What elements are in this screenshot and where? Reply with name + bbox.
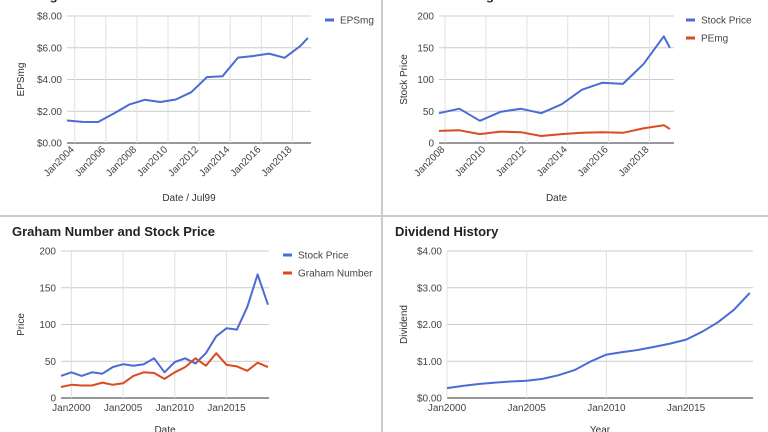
y-tick-label: $3.00 — [417, 283, 442, 294]
legend-label: Graham Number — [298, 269, 373, 280]
eps-chart-panel: EPSmg$0.00$2.00$4.00$6.00$8.00Jan2004Jan… — [0, 0, 381, 215]
y-axis-title: Stock Price — [399, 54, 410, 105]
series-line-1 — [438, 35, 671, 122]
series-line-1 — [60, 273, 269, 377]
chart-title: Price and PEmg — [395, 0, 494, 3]
y-tick-label: 150 — [39, 283, 56, 294]
x-tick-label: Jan2015 — [207, 403, 246, 414]
y-tick-label: 0 — [50, 394, 56, 405]
y-tick-label: $2.00 — [37, 107, 62, 118]
x-tick-label: Jan2012 — [166, 144, 201, 179]
chart-title: EPSmg — [12, 0, 58, 3]
x-tick-label: Jan2005 — [508, 403, 547, 414]
x-tick-label: Jan2000 — [52, 403, 91, 414]
x-axis-title: Date / Jul99 — [162, 193, 216, 204]
horizontal-divider — [0, 215, 768, 217]
y-tick-label: 50 — [423, 107, 435, 118]
legend-label: Stock Price — [701, 16, 752, 27]
series-line-1 — [446, 292, 751, 390]
legend-label: EPSmg — [340, 16, 374, 27]
price-pe-chart-panel: Price and PEmg050100150200Jan2008Jan2010… — [383, 0, 768, 215]
x-tick-label: Jan2012 — [494, 144, 529, 179]
x-tick-label: Jan2005 — [104, 403, 143, 414]
y-tick-label: 100 — [39, 320, 56, 331]
x-tick-label: Jan2016 — [576, 144, 611, 179]
graham-chart-panel: Graham Number and Stock Price 0 50 100 150 20… — [0, 217, 381, 432]
y-tick-label: $4.00 — [417, 247, 442, 258]
dividend-chart: Dividend History $0.00 $1.00 $2.00 $3.00 $4.0… — [395, 224, 753, 432]
y-tick-label: 0 — [428, 139, 434, 150]
legend-label: PEmg — [701, 34, 728, 45]
series-line-2 — [60, 352, 269, 388]
y-tick-label: 200 — [39, 247, 56, 258]
x-tick-label: Jan2015 — [667, 403, 706, 414]
y-axis-title: Dividend — [399, 305, 410, 344]
x-tick-label: Jan2000 — [428, 403, 467, 414]
y-tick-label: $8.00 — [37, 12, 62, 23]
y-axis-title: Price — [16, 313, 27, 336]
eps-chart: EPSmg$0.00$2.00$4.00$6.00$8.00Jan2004Jan… — [12, 0, 374, 204]
x-tick-label: Jan2014 — [535, 144, 570, 179]
x-axis-title: Date — [154, 425, 176, 432]
y-tick-label: $0.00 — [37, 139, 62, 150]
graham-chart: Graham Number and Stock Price 0 50 100 150 20… — [12, 224, 373, 432]
series-line-2 — [438, 124, 671, 137]
y-tick-label: $2.00 — [417, 320, 442, 331]
legend-label: Stock Price — [298, 251, 349, 262]
x-tick-label: Jan2010 — [453, 144, 488, 179]
x-tick-label: Jan2018 — [260, 144, 295, 179]
y-axis-title: EPSmg — [16, 63, 27, 97]
x-tick-label: Jan2008 — [104, 144, 139, 179]
y-tick-label: 50 — [45, 357, 57, 368]
x-tick-label: Jan2010 — [587, 403, 626, 414]
y-tick-label: 150 — [417, 43, 434, 54]
y-tick-label: 200 — [417, 12, 434, 23]
x-tick-label: Jan2014 — [197, 144, 232, 179]
y-tick-label: $6.00 — [37, 43, 62, 54]
chart-title: Dividend History — [395, 224, 499, 239]
y-tick-label: $0.00 — [417, 394, 442, 405]
dividend-chart-panel: Dividend History $0.00 $1.00 $2.00 $3.00 $4.0… — [383, 217, 768, 432]
y-tick-label: $4.00 — [37, 75, 62, 86]
x-axis-title: Year — [590, 425, 611, 432]
x-tick-label: Jan2010 — [135, 144, 170, 179]
x-tick-label: Jan2006 — [73, 144, 108, 179]
x-tick-label: Jan2010 — [156, 403, 195, 414]
y-tick-label: $1.00 — [417, 357, 442, 368]
price-pe-chart: Price and PEmg050100150200Jan2008Jan2010… — [395, 0, 752, 204]
x-tick-label: Jan2018 — [617, 144, 652, 179]
series-line-1 — [66, 37, 309, 123]
chart-title: Graham Number and Stock Price — [12, 224, 215, 239]
y-tick-label: 100 — [417, 75, 434, 86]
x-tick-label: Jan2016 — [228, 144, 263, 179]
x-axis-title: Date — [546, 193, 568, 204]
